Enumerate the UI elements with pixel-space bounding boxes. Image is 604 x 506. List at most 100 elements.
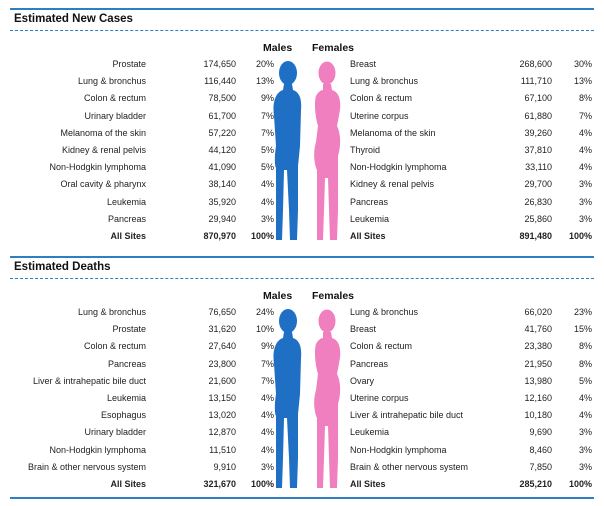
male-count-cell: 35,920	[208, 196, 236, 207]
male-pct-cell: 4%	[260, 444, 274, 455]
male-site-cell: All Sites	[110, 231, 146, 241]
females-label: Females	[312, 290, 355, 302]
male-count-cell: 12,870	[208, 427, 236, 438]
female-count-cell: 39,260	[524, 127, 552, 138]
males-label: Males	[263, 42, 293, 54]
male-site-cell: Lung & bronchus	[77, 76, 146, 87]
female-pct-cell: 5%	[578, 375, 592, 386]
section-top-rule	[10, 256, 594, 258]
female-site-cell: Lung & bronchus	[350, 307, 419, 317]
male-count-cell: 9,910	[213, 461, 236, 472]
male-count-cell: 61,700	[208, 110, 236, 121]
deaths-section: Estimated Deaths Males Females Lung & br…	[10, 256, 594, 496]
female-site-cell: Melanoma of the skin	[350, 127, 436, 138]
section-top-rule	[10, 8, 594, 10]
female-pct-cell: 4%	[578, 127, 592, 138]
male-silhouette-icon	[273, 309, 302, 488]
female-count-cell: 7,850	[529, 461, 552, 472]
male-count-cell: 174,650	[203, 59, 236, 69]
male-site-cell: Urinary bladder	[84, 427, 146, 438]
male-count-cell: 38,140	[208, 179, 236, 190]
male-count-cell: 13,150	[208, 393, 236, 403]
male-pct-cell: 5%	[260, 162, 274, 173]
male-pct-cell: 7%	[260, 127, 274, 138]
female-pct-cell: 4%	[578, 162, 592, 173]
female-silhouette-icon	[314, 309, 341, 488]
female-site-cell: Colon & rectum	[350, 341, 413, 352]
male-count-cell: 21,600	[208, 375, 236, 386]
male-site-cell: Esophagus	[100, 410, 146, 421]
male-pct-cell: 3%	[260, 461, 274, 472]
female-pct-cell: 4%	[578, 410, 592, 421]
female-site-cell: Breast	[350, 324, 377, 335]
female-site-cell: Pancreas	[350, 196, 389, 207]
female-pct-cell: 3%	[578, 196, 592, 207]
female-site-cell: Leukemia	[350, 427, 390, 438]
male-pct-cell: 7%	[260, 110, 274, 121]
male-pct-cell: 9%	[260, 93, 274, 104]
male-pct-cell: 7%	[260, 375, 274, 386]
female-count-cell: 268,600	[519, 59, 552, 69]
female-pct-cell: 3%	[578, 444, 592, 455]
male-pct-cell: 4%	[260, 179, 274, 190]
male-site-cell: Oral cavity & pharynx	[60, 179, 146, 190]
male-site-cell: All Sites	[110, 479, 146, 489]
male-count-cell: 13,020	[208, 410, 236, 421]
male-pct-cell: 4%	[260, 393, 274, 403]
male-pct-cell: 4%	[260, 427, 274, 438]
male-site-cell: Non-Hodgkin lymphoma	[49, 162, 146, 173]
male-count-cell: 41,090	[208, 162, 236, 173]
male-count-cell: 321,670	[203, 479, 236, 489]
male-pct-cell: 9%	[260, 341, 274, 352]
male-pct-cell: 7%	[260, 358, 274, 369]
male-pct-cell: 5%	[260, 145, 274, 155]
female-count-cell: 37,810	[524, 145, 552, 155]
male-count-cell: 76,650	[208, 307, 236, 317]
male-pct-cell: 13%	[255, 76, 274, 87]
male-site-cell: Prostate	[112, 59, 146, 69]
female-count-cell: 26,830	[524, 196, 552, 207]
male-count-cell: 23,800	[208, 358, 236, 369]
female-pct-cell: 8%	[578, 358, 592, 369]
female-pct-cell: 4%	[578, 145, 592, 155]
female-count-cell: 13,980	[524, 375, 552, 386]
male-count-cell: 11,510	[209, 444, 236, 455]
female-pct-cell: 3%	[578, 427, 592, 438]
male-count-cell: 870,970	[203, 231, 236, 241]
male-site-cell: Pancreas	[107, 358, 146, 369]
female-site-cell: Pancreas	[350, 358, 389, 369]
female-site-cell: All Sites	[350, 231, 386, 241]
female-count-cell: 111,710	[520, 76, 552, 87]
female-pct-cell: 15%	[573, 324, 592, 335]
female-pct-cell: 30%	[573, 59, 592, 69]
female-pct-cell: 3%	[578, 461, 592, 472]
female-site-cell: Uterine corpus	[350, 393, 409, 403]
male-pct-cell: 100%	[250, 479, 274, 489]
female-pct-cell: 3%	[578, 179, 592, 190]
female-site-cell: Leukemia	[350, 213, 390, 224]
female-count-cell: 8,460	[529, 444, 552, 455]
female-site-cell: Liver & intrahepatic bile duct	[350, 410, 464, 421]
male-pct-cell: 10%	[255, 324, 274, 335]
female-site-cell: Kidney & renal pelvis	[350, 179, 435, 190]
female-site-cell: Brain & other nervous system	[350, 461, 469, 472]
male-site-cell: Prostate	[112, 324, 146, 335]
male-site-cell: Lung & bronchus	[77, 307, 146, 317]
male-pct-cell: 20%	[255, 59, 274, 69]
female-pct-cell: 100%	[568, 479, 592, 489]
female-count-cell: 66,020	[524, 307, 552, 317]
section-dashed-rule	[10, 278, 594, 279]
male-site-cell: Leukemia	[106, 196, 146, 207]
male-site-cell: Colon & rectum	[83, 341, 146, 352]
female-count-cell: 891,480	[519, 231, 552, 241]
section-title: Estimated Deaths	[14, 261, 111, 273]
female-pct-cell: 23%	[573, 307, 592, 317]
female-site-cell: Uterine corpus	[350, 110, 409, 121]
male-site-cell: Pancreas	[107, 213, 146, 224]
male-count-cell: 27,640	[208, 341, 236, 352]
female-pct-cell: 3%	[578, 213, 592, 224]
male-site-cell: Melanoma of the skin	[60, 127, 146, 138]
male-pct-cell: 4%	[260, 410, 274, 421]
female-count-cell: 67,100	[524, 93, 552, 104]
female-silhouette-icon	[314, 61, 341, 240]
